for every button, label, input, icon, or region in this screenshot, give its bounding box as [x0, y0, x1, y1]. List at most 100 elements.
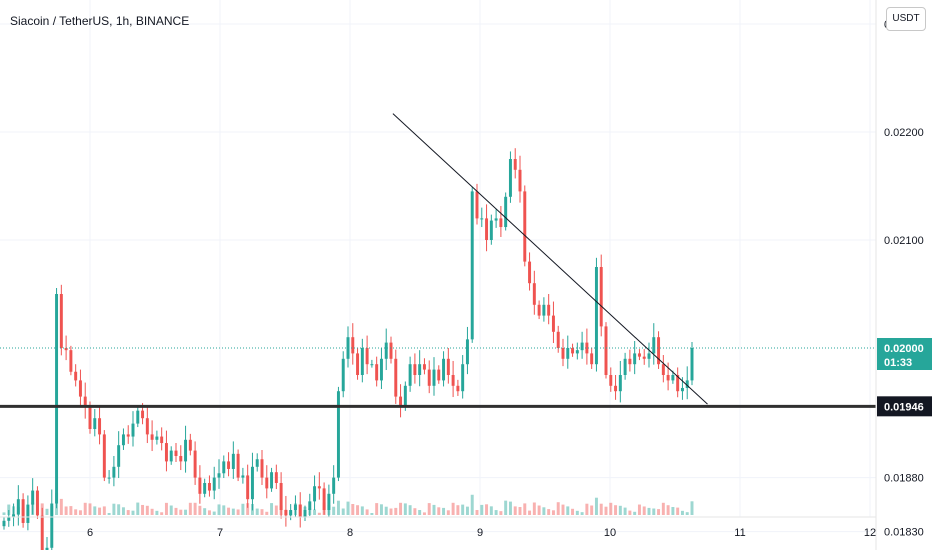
candle-body	[604, 326, 608, 375]
last-price-label: 0.02000	[884, 343, 924, 355]
candle-body	[523, 191, 527, 262]
volume-bar	[690, 501, 694, 515]
candle-body	[685, 380, 689, 388]
candle-body	[661, 364, 665, 375]
price-tick-label: 0.02100	[884, 235, 924, 247]
candle-body	[628, 358, 632, 365]
candle-body	[379, 358, 383, 381]
volume-bar	[45, 508, 49, 515]
volume-bar	[657, 509, 661, 515]
candle-body	[64, 348, 68, 351]
candle-body	[437, 369, 441, 381]
volume-bar	[375, 503, 379, 515]
volume-bar	[599, 503, 603, 515]
candle-body	[74, 371, 78, 381]
candle-body	[551, 315, 555, 332]
candle-body	[513, 159, 517, 170]
candle-body	[260, 459, 264, 478]
candle-body	[188, 439, 192, 451]
volume-bar	[442, 507, 446, 515]
candle-body	[384, 342, 388, 359]
volume-bar	[652, 508, 656, 515]
time-tick-label: 12	[864, 527, 876, 539]
candle-body	[207, 483, 211, 491]
volume-bar	[475, 510, 479, 515]
volume-bar	[427, 503, 431, 515]
candle-body	[241, 475, 245, 478]
volume-bar	[676, 507, 680, 515]
candle-body	[298, 504, 302, 518]
volume-bar	[461, 504, 465, 515]
candle-body	[657, 337, 661, 365]
volume-bar	[69, 506, 73, 515]
candle-body	[375, 364, 379, 381]
candle-body	[45, 547, 49, 550]
candle-body	[12, 514, 16, 518]
candle-body	[594, 267, 598, 365]
candle-body	[456, 385, 460, 392]
candle-body	[585, 342, 589, 354]
volume-bar	[336, 500, 340, 515]
volume-bar	[575, 510, 579, 515]
candle-body	[55, 294, 59, 504]
volume-bar	[74, 509, 78, 515]
time-axis[interactable]: 6 7 8 9 10 11 12	[87, 527, 876, 539]
trendline[interactable]	[392, 113, 708, 405]
time-tick-label: 7	[217, 527, 223, 539]
candle-body	[126, 434, 130, 437]
volume-bar	[384, 506, 388, 515]
horizontal-levels[interactable]	[0, 0, 876, 408]
candle-body	[389, 342, 393, 359]
volume-bar	[547, 509, 551, 515]
volume-bar	[532, 502, 536, 515]
candlestick-series	[2, 148, 694, 550]
candle-body	[537, 304, 541, 316]
candle-body	[231, 453, 235, 469]
candle-body	[360, 348, 364, 375]
candle-body	[633, 353, 637, 365]
candle-body	[461, 364, 465, 392]
volume-bar	[614, 505, 618, 515]
candle-body	[313, 486, 317, 502]
candle-body	[26, 504, 30, 523]
candle-body	[666, 375, 670, 381]
volume-bar	[489, 506, 493, 515]
trendline-drawing[interactable]	[392, 113, 708, 405]
candle-body	[203, 483, 207, 494]
volume-bar	[174, 507, 178, 515]
price-tick-label: 0.01830	[884, 527, 924, 539]
candle-body	[614, 385, 618, 392]
candle-body	[470, 191, 474, 340]
price-tick-label: 0.01880	[884, 473, 924, 485]
candle-body	[107, 477, 111, 479]
candle-body	[418, 364, 422, 375]
candle-body	[403, 385, 407, 408]
volume-bar	[556, 502, 560, 515]
candle-body	[499, 218, 503, 228]
candle-body	[83, 396, 87, 408]
volume-bar	[164, 502, 168, 515]
volume-bar	[389, 508, 393, 515]
volume-bar	[633, 511, 637, 515]
candle-body	[494, 218, 498, 221]
volume-bar	[523, 503, 527, 515]
volume-bar	[604, 506, 608, 515]
candle-body	[566, 348, 570, 359]
level-badge	[877, 396, 932, 417]
volume-bar	[169, 505, 173, 515]
volume-bar	[647, 507, 651, 515]
volume-bar	[685, 512, 689, 515]
candle-body	[556, 331, 560, 348]
price-tick-label: 0.02200	[884, 127, 924, 139]
volume-bar	[437, 507, 441, 515]
candle-body	[394, 358, 398, 397]
volume-bar	[313, 509, 317, 515]
candle-body	[432, 369, 436, 386]
volume-bar	[217, 504, 221, 515]
volume-bar	[102, 506, 106, 515]
currency-button[interactable]: USDT	[886, 7, 926, 31]
candle-body	[532, 283, 536, 305]
volume-bar	[155, 510, 159, 515]
volume-bar	[332, 506, 336, 515]
